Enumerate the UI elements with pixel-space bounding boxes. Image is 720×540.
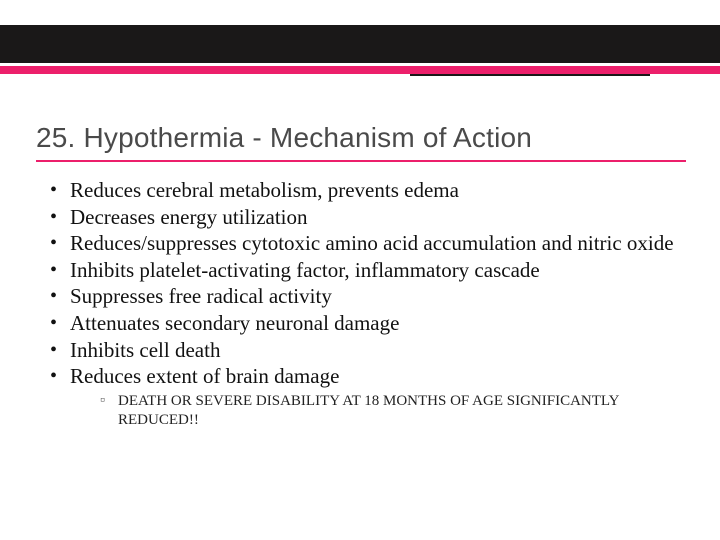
banner-dark-bar [0, 25, 720, 63]
list-item: Suppresses free radical activity [46, 284, 680, 310]
bullet-text: Attenuates secondary neuronal damage [70, 311, 399, 335]
slide: 25. Hypothermia - Mechanism of Action Re… [0, 0, 720, 540]
content-area: Reduces cerebral metabolism, prevents ed… [0, 172, 720, 429]
list-item: Attenuates secondary neuronal damage [46, 311, 680, 337]
banner-thin-line [0, 80, 720, 82]
list-item: Reduces extent of brain damage DEATH OR … [46, 364, 680, 429]
list-item: Inhibits cell death [46, 338, 680, 364]
list-item: Decreases energy utilization [46, 205, 680, 231]
banner-spacer [0, 0, 720, 25]
bullet-text: Reduces extent of brain damage [70, 364, 339, 388]
sub-list-item: DEATH OR SEVERE DISABILITY AT 18 MONTHS … [98, 392, 680, 430]
list-item: Inhibits platelet-activating factor, inf… [46, 258, 680, 284]
bullet-text: Inhibits cell death [70, 338, 220, 362]
sub-bullet-list: DEATH OR SEVERE DISABILITY AT 18 MONTHS … [70, 392, 680, 430]
title-area: 25. Hypothermia - Mechanism of Action [0, 82, 720, 172]
sub-bullet-text: DEATH OR SEVERE DISABILITY AT 18 MONTHS … [118, 393, 619, 428]
list-item: Reduces/suppresses cytotoxic amino acid … [46, 231, 680, 257]
bullet-text: Reduces cerebral metabolism, prevents ed… [70, 178, 459, 202]
bullet-text: Reduces/suppresses cytotoxic amino acid … [70, 231, 674, 255]
bullet-text: Suppresses free radical activity [70, 284, 332, 308]
banner-pink-bar [0, 66, 720, 74]
bullet-list: Reduces cerebral metabolism, prevents ed… [46, 178, 680, 429]
bullet-text: Decreases energy utilization [70, 205, 308, 229]
bullet-text: Inhibits platelet-activating factor, inf… [70, 258, 540, 282]
slide-title: 25. Hypothermia - Mechanism of Action [36, 122, 684, 154]
top-banner [0, 0, 720, 82]
title-underline [36, 160, 686, 162]
list-item: Reduces cerebral metabolism, prevents ed… [46, 178, 680, 204]
